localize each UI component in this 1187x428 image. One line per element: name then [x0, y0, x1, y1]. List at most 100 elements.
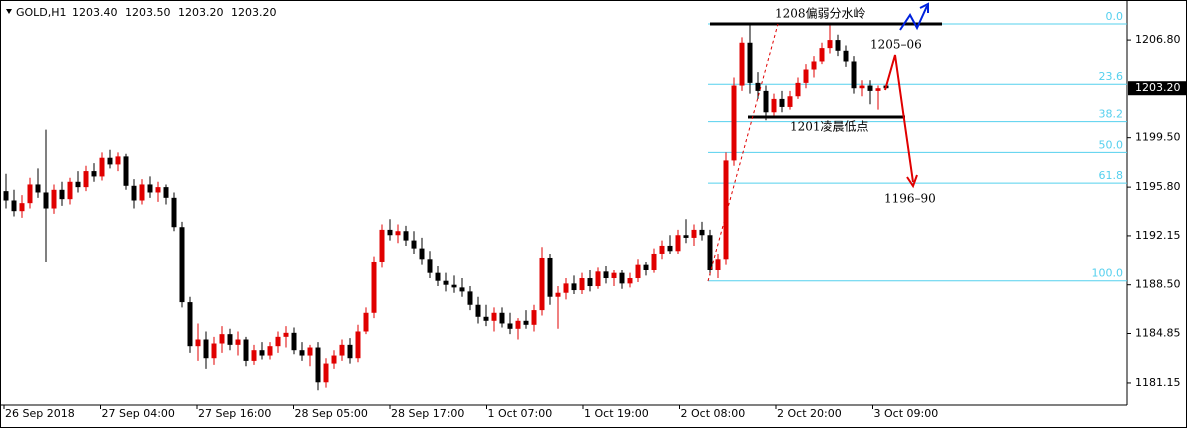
candle-body [667, 245, 673, 252]
candle-body [211, 343, 217, 359]
candle-body [27, 184, 33, 204]
annotation: 1196–90 [884, 192, 936, 206]
candle-body [563, 283, 569, 293]
x-tick-label: 26 Sep 2018 [5, 407, 75, 420]
candle-body [523, 320, 529, 325]
chart-title: GOLD,H1 [16, 6, 67, 19]
candle-body [507, 323, 513, 329]
candle-body [251, 350, 257, 361]
candle-body [827, 40, 833, 49]
candle-body [731, 85, 737, 161]
menu-triangle [6, 9, 12, 14]
fib-trend-line [707, 23, 779, 282]
candle-body [323, 363, 329, 383]
candle-body [819, 48, 825, 62]
candle-body [531, 310, 537, 325]
candle-body [259, 350, 265, 356]
candle-body [683, 235, 689, 238]
candle-body [331, 355, 337, 364]
candle-body [787, 96, 793, 107]
candle-body [243, 339, 249, 361]
candle-body [867, 85, 873, 91]
candle-body [91, 171, 97, 177]
candle-body [803, 69, 809, 83]
candle-body [171, 197, 177, 228]
candle-body [651, 253, 657, 270]
candle-body [51, 189, 57, 209]
candle-body [811, 61, 817, 70]
candle-body [291, 332, 297, 351]
fib-label: 50.0 [1099, 138, 1124, 151]
header-value: 1203.40 [72, 6, 118, 19]
candle-body [347, 344, 353, 359]
candle-body [283, 332, 289, 337]
candle-body [635, 264, 641, 279]
x-tick-label: 2 Oct 08:00 [681, 407, 746, 420]
candle-body [59, 189, 65, 200]
candle-body [755, 82, 761, 91]
candle-body [451, 284, 457, 288]
x-tick-label: 3 Oct 09:00 [874, 407, 939, 420]
candle-body [419, 248, 425, 260]
bull-path [899, 5, 928, 31]
candle-body [155, 187, 161, 193]
candle-body [403, 231, 409, 241]
header-value: 1203.20 [178, 6, 224, 19]
candle-body [491, 312, 497, 321]
candle-body [515, 320, 521, 329]
candle-body [123, 156, 129, 186]
candle-body [859, 85, 865, 89]
y-tick-label: 1199.50 [1135, 131, 1181, 144]
candle-body [363, 312, 369, 332]
candle-body [443, 280, 449, 285]
candle-body [579, 278, 585, 291]
candle-body [643, 264, 649, 270]
candle-body [707, 235, 713, 270]
x-tick-label: 27 Sep 04:00 [102, 407, 175, 420]
candle-body [603, 271, 609, 279]
candle-body [195, 339, 201, 347]
candle-body [235, 339, 241, 345]
x-tick-label: 28 Sep 17:00 [391, 407, 464, 420]
annotation: 1205–06 [870, 38, 922, 52]
candle-body [555, 292, 561, 297]
candle-body [387, 229, 393, 236]
header-value: 1203.50 [125, 6, 171, 19]
candle-body [83, 171, 89, 188]
candle-body [675, 235, 681, 252]
candle-body [275, 336, 281, 347]
candle-body [75, 181, 81, 188]
candle-body [691, 229, 697, 238]
candle-body [723, 160, 729, 260]
candle-body [763, 90, 769, 113]
candle-body [147, 184, 153, 193]
candle-body [427, 259, 433, 273]
x-tick-label: 1 Oct 07:00 [488, 407, 553, 420]
y-tick-label: 1192.15 [1135, 229, 1181, 242]
candle-body [771, 98, 777, 113]
candle-body [379, 229, 385, 262]
candle-body [475, 304, 481, 317]
fib-label: 100.0 [1092, 267, 1124, 280]
plot: 0.0 23.6 38.2 50.0 61.8 100.0 [3, 10, 1127, 391]
candle-body [315, 347, 321, 383]
candle-body [187, 302, 193, 347]
candle-body [875, 88, 881, 91]
candle-body [355, 331, 361, 359]
candle-body [587, 278, 593, 287]
candle-body [411, 240, 417, 249]
candle-body [795, 82, 801, 97]
candle-body [659, 245, 665, 254]
candle-body [339, 344, 345, 356]
candle-body [467, 291, 473, 305]
candle-body [227, 334, 233, 345]
fib-label: 0.0 [1106, 10, 1124, 23]
candle-body [779, 98, 785, 107]
candle-body [107, 157, 113, 165]
candle-body [619, 272, 625, 284]
y-tick-label: 1184.85 [1135, 326, 1181, 339]
candle-body [19, 203, 25, 212]
candle-body [99, 157, 105, 177]
